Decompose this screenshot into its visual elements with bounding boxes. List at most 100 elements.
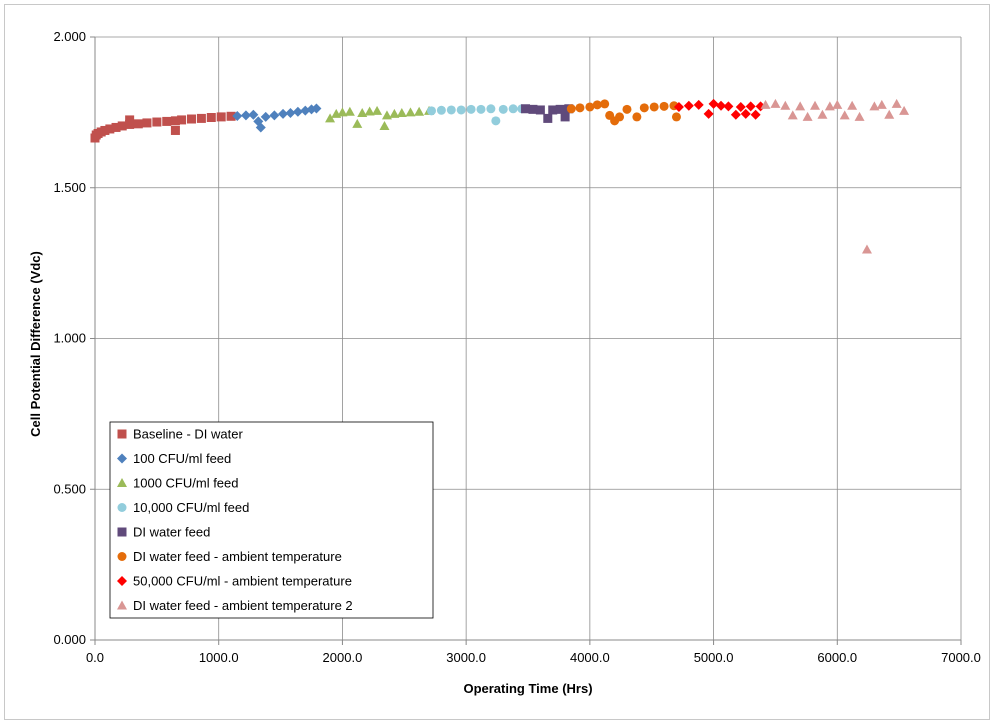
data-point bbox=[196, 113, 206, 123]
legend-label: DI water feed - ambient temperature bbox=[133, 549, 342, 564]
legend-label: DI water feed - ambient temperature 2 bbox=[133, 598, 353, 613]
data-point bbox=[216, 112, 226, 122]
data-point bbox=[715, 100, 726, 111]
data-point bbox=[600, 99, 610, 109]
data-point bbox=[649, 102, 659, 112]
data-point bbox=[278, 108, 289, 119]
data-point bbox=[337, 107, 348, 117]
data-point bbox=[162, 116, 172, 126]
data-point bbox=[427, 106, 437, 116]
data-point bbox=[555, 104, 565, 114]
x-tick-label: 2000.0 bbox=[323, 650, 363, 665]
y-tick-label: 1.500 bbox=[53, 180, 86, 195]
data-point bbox=[105, 124, 115, 134]
data-point bbox=[615, 112, 625, 122]
data-point bbox=[703, 108, 714, 119]
legend-label: 10,000 CFU/ml feed bbox=[133, 500, 249, 515]
data-point bbox=[723, 101, 734, 112]
axes: 0.0 1000.0 2000.0 3000.0 4000.0 5000.0 6000.0 7… bbox=[53, 29, 980, 665]
data-point bbox=[592, 100, 602, 110]
legend-label: 1000 CFU/ml feed bbox=[133, 476, 239, 491]
data-point bbox=[232, 110, 243, 121]
data-point bbox=[817, 109, 828, 119]
data-point bbox=[325, 113, 336, 123]
y-tick-label: 2.000 bbox=[53, 29, 86, 44]
legend-label: DI water feed bbox=[133, 525, 210, 540]
data-point bbox=[486, 104, 496, 114]
data-point bbox=[760, 99, 771, 109]
data-point bbox=[466, 104, 476, 114]
legend-box bbox=[109, 421, 434, 619]
data-point bbox=[133, 119, 143, 129]
x-tick-label: 6000.0 bbox=[817, 650, 857, 665]
data-point bbox=[100, 125, 110, 135]
data-point bbox=[770, 98, 781, 108]
data-point bbox=[560, 112, 570, 122]
legend-marker bbox=[117, 453, 127, 464]
x-tick-label: 1000.0 bbox=[199, 650, 239, 665]
data-point bbox=[269, 110, 280, 121]
data-point bbox=[186, 114, 196, 124]
data-point bbox=[389, 108, 400, 118]
data-point bbox=[673, 101, 684, 112]
x-tick-label: 4000.0 bbox=[570, 650, 610, 665]
x-tick-label: 3000.0 bbox=[446, 650, 486, 665]
data-point bbox=[750, 109, 761, 120]
data-point bbox=[292, 106, 303, 117]
data-point bbox=[142, 118, 152, 128]
y-tick-label: 0.000 bbox=[53, 632, 86, 647]
data-point bbox=[585, 102, 595, 112]
data-point bbox=[839, 110, 850, 120]
data-point bbox=[795, 101, 806, 111]
data-point bbox=[446, 105, 456, 115]
data-point bbox=[708, 98, 719, 109]
data-points bbox=[90, 98, 910, 254]
data-point bbox=[364, 106, 375, 116]
data-point bbox=[125, 119, 135, 129]
data-point bbox=[528, 104, 538, 114]
x-tick-label: 5000.0 bbox=[694, 650, 734, 665]
data-point bbox=[285, 107, 296, 118]
data-point bbox=[170, 125, 180, 135]
data-point bbox=[671, 112, 681, 122]
legend-marker bbox=[117, 600, 127, 610]
data-point bbox=[476, 104, 486, 114]
data-point bbox=[491, 116, 501, 126]
y-tick-label: 1.000 bbox=[53, 331, 86, 346]
data-point bbox=[206, 113, 216, 123]
data-point bbox=[639, 103, 649, 113]
data-point bbox=[802, 111, 813, 121]
data-point bbox=[730, 109, 741, 120]
data-point bbox=[693, 99, 704, 110]
data-point bbox=[352, 118, 363, 128]
data-point bbox=[659, 101, 669, 111]
data-point bbox=[535, 105, 545, 115]
data-point bbox=[854, 111, 865, 121]
data-point bbox=[125, 115, 135, 125]
x-axis-title: Operating Time (Hrs) bbox=[463, 681, 592, 696]
data-point bbox=[372, 105, 383, 115]
data-point bbox=[508, 104, 518, 114]
data-point bbox=[884, 109, 895, 119]
legend-marker bbox=[117, 429, 127, 439]
data-point bbox=[740, 108, 751, 119]
data-point bbox=[255, 122, 266, 133]
data-point bbox=[117, 121, 127, 131]
y-axis-title: Cell Potential Difference (Vdc) bbox=[28, 251, 43, 437]
data-point bbox=[226, 111, 236, 121]
data-point bbox=[891, 98, 902, 108]
x-tick-label: 7000.0 bbox=[941, 650, 981, 665]
legend-marker bbox=[117, 503, 127, 512]
data-point bbox=[847, 100, 858, 110]
data-point bbox=[780, 100, 791, 110]
data-point bbox=[111, 122, 121, 132]
data-point bbox=[414, 106, 425, 116]
data-point bbox=[824, 101, 835, 111]
data-point bbox=[861, 244, 872, 254]
data-point bbox=[899, 105, 910, 115]
data-point bbox=[248, 109, 259, 120]
data-point bbox=[810, 100, 821, 110]
data-point bbox=[832, 99, 843, 109]
data-point bbox=[548, 105, 558, 115]
